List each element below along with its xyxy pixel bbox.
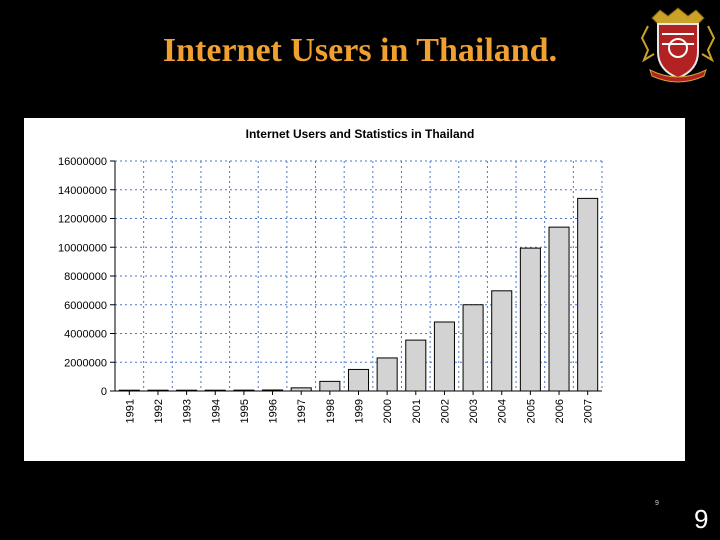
x-tick-label: 2002 [439, 399, 451, 423]
y-tick-label: 16000000 [58, 156, 107, 168]
y-tick-label: 4000000 [64, 329, 107, 341]
bar-1998 [319, 380, 341, 392]
bar-2006 [548, 226, 570, 392]
y-tick-label: 0 [101, 386, 107, 398]
x-tick-label: 1996 [268, 399, 280, 423]
bar-2002 [433, 321, 455, 392]
chart-panel: Internet Users and Statistics in Thailan… [24, 118, 685, 461]
small-page-marker: 9 [655, 500, 659, 507]
y-tick-label: 2000000 [64, 357, 107, 369]
bar-2003 [462, 304, 484, 392]
crest-logo [640, 7, 716, 83]
x-tick-label: 1995 [239, 399, 251, 423]
bar-2000 [376, 357, 398, 392]
chart-title: Internet Users and Statistics in Thailan… [246, 127, 475, 141]
x-tick-label: 1992 [153, 399, 165, 423]
bar-2005 [519, 247, 541, 392]
bar-1999 [347, 368, 370, 392]
bar-2007 [577, 197, 599, 392]
x-tick-label: 1991 [124, 399, 136, 423]
y-tick-label: 10000000 [58, 242, 107, 254]
x-tick-label: 2006 [554, 399, 566, 423]
x-tick-label: 1999 [354, 399, 366, 423]
y-tick-label: 6000000 [64, 300, 107, 312]
y-tick-label: 14000000 [58, 185, 107, 197]
x-tick-label: 1997 [296, 399, 308, 423]
x-tick-label: 2005 [525, 399, 537, 423]
bar-2004 [491, 290, 513, 392]
slide-number: 9 [694, 504, 709, 534]
x-tick-label: 1998 [325, 399, 337, 423]
y-tick-label: 8000000 [64, 271, 107, 283]
y-tick-label: 12000000 [58, 214, 107, 226]
bar-2001 [405, 339, 427, 392]
x-tick-label: 2004 [497, 399, 509, 423]
x-tick-label: 1994 [210, 399, 222, 423]
x-tick-label: 1993 [182, 399, 194, 423]
x-tick-label: 2001 [411, 399, 423, 423]
x-tick-label: 2003 [468, 399, 480, 423]
slide-title: Internet Users in Thailand. [162, 32, 558, 69]
x-tick-label: 2000 [382, 399, 394, 423]
x-tick-label: 2007 [583, 399, 595, 423]
bar-chart: Internet Users and Statistics in Thailan… [58, 127, 603, 423]
